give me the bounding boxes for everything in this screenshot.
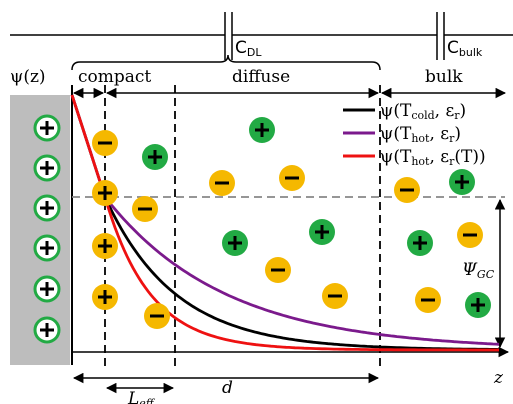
bulk-label: bulk — [425, 67, 463, 87]
legend-text: hot — [411, 155, 430, 168]
legend-text: cold — [411, 109, 434, 122]
legend-label: ψ(Tcold, εr) — [380, 101, 466, 122]
diffuse-label: diffuse — [232, 67, 290, 87]
legend-text: , ε — [435, 101, 455, 121]
l-eff-label: Leff — [127, 389, 156, 404]
circuit — [10, 12, 513, 60]
region-dividers — [105, 85, 380, 368]
legend-text: (T)) — [454, 147, 485, 167]
d-label: d — [222, 378, 233, 398]
legend: ψ(Tcold, εr)ψ(Thot, εr)ψ(Thot, εr(T)) — [343, 101, 486, 168]
legend-text: hot — [411, 132, 430, 145]
diagram: CDL Cbulk ψ(z) compact diffuse bulk ΨGC … — [0, 0, 513, 404]
legend-text: ψ(T — [380, 124, 412, 144]
compact-label: compact — [78, 67, 151, 87]
legend-text: ψ(T — [380, 101, 412, 121]
legend-text: ψ(T — [380, 147, 412, 167]
legend-label: ψ(Thot, εr) — [380, 124, 461, 145]
psi-gc-label: ΨGC — [462, 260, 495, 281]
c-bulk-label: Cbulk — [447, 38, 483, 59]
legend-text: , ε — [429, 124, 449, 144]
z-label: z — [493, 368, 504, 388]
legend-text: ) — [460, 101, 467, 121]
legend-label: ψ(Thot, εr(T)) — [380, 147, 486, 168]
legend-text: ) — [454, 124, 461, 144]
legend-text: , ε — [429, 147, 449, 167]
c-dl-label: CDL — [235, 38, 262, 59]
potential-label: ψ(z) — [10, 67, 46, 87]
